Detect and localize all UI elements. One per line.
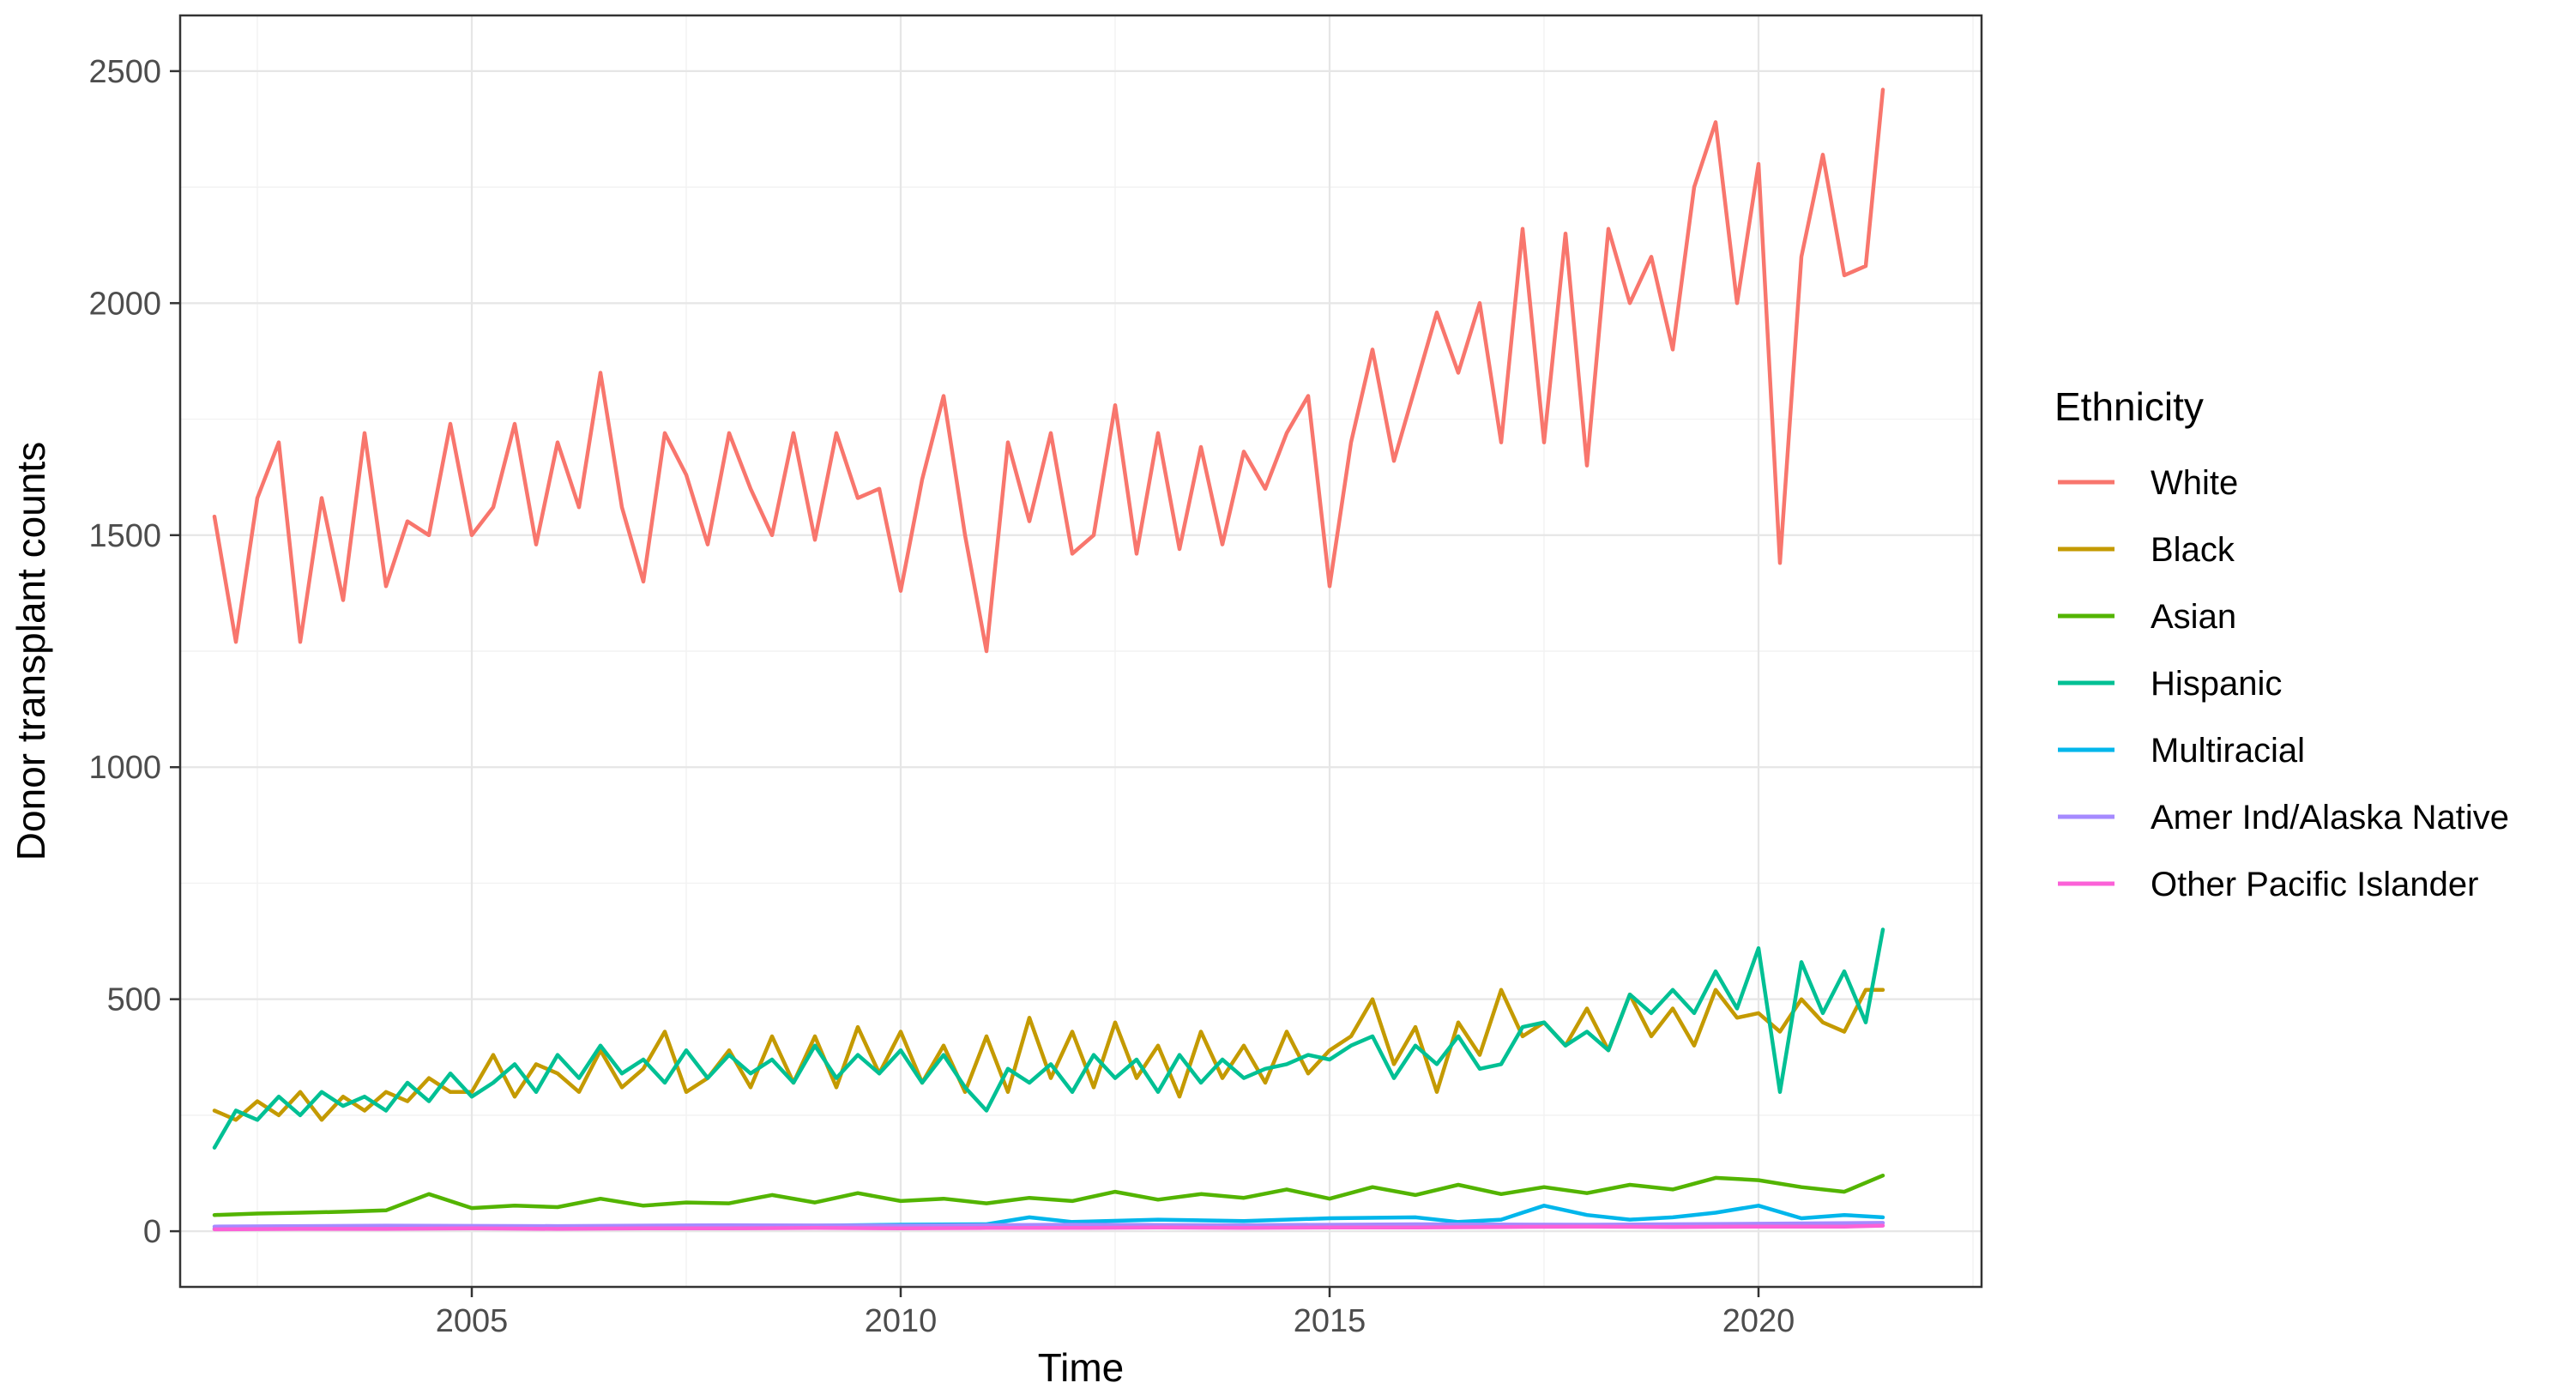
y-tick-label: 1500 [88, 518, 161, 554]
x-axis-title: Time [1038, 1345, 1125, 1390]
legend-label-multiracial: Multiracial [2151, 732, 2305, 770]
legend-label-hispanic: Hispanic [2151, 665, 2282, 703]
y-tick-label: 1000 [88, 750, 161, 786]
major-gridlines [180, 15, 1982, 1287]
series-lines [212, 88, 1885, 1232]
series-line-white [212, 88, 1885, 654]
y-tick-label: 0 [143, 1214, 161, 1250]
y-tick-label: 500 [107, 982, 161, 1018]
series-line-other-pacific-islander [212, 1223, 1885, 1232]
legend-label-other-pacific-islander: Other Pacific Islander [2151, 866, 2478, 903]
y-axis-title: Donor transplant counts [9, 442, 53, 861]
series-line-asian [212, 1173, 1885, 1217]
x-tick-label: 2010 [865, 1303, 938, 1339]
legend-label-asian: Asian [2151, 598, 2236, 636]
plot-panel-border [178, 14, 1983, 1289]
x-tick-label: 2005 [436, 1303, 509, 1339]
legend-label-white: White [2151, 464, 2238, 502]
x-tick-label: 2020 [1722, 1303, 1795, 1339]
legend-title: Ethnicity [2054, 384, 2204, 429]
x-tick-label: 2015 [1294, 1303, 1366, 1339]
series-line-amer-ind-alaska-native [212, 1221, 1885, 1229]
legend: Ethnicity White Black Asian Hispanic Multira… [2054, 384, 2509, 903]
y-tick-label: 2000 [88, 286, 161, 322]
legend-label-black: Black [2151, 531, 2235, 569]
legend-label-amer-ind-alaska-native: Amer Ind/Alaska Native [2151, 799, 2509, 836]
series-line-hispanic [212, 927, 1885, 1150]
y-axis: 0 500 1000 1500 2000 2500 [88, 54, 180, 1250]
y-tick-label: 2500 [88, 54, 161, 90]
minor-gridlines [180, 15, 1982, 1287]
x-axis: 2005 2010 2015 2020 [436, 1287, 1795, 1339]
